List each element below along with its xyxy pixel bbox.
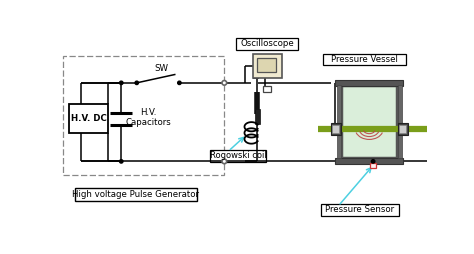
Circle shape xyxy=(222,159,227,164)
Bar xyxy=(236,38,298,50)
Circle shape xyxy=(119,160,123,163)
Bar xyxy=(330,123,341,135)
Circle shape xyxy=(372,160,375,163)
Bar xyxy=(332,125,339,133)
Bar xyxy=(370,163,376,168)
Bar xyxy=(253,54,283,78)
Bar xyxy=(257,58,276,72)
Bar xyxy=(69,104,108,133)
Bar xyxy=(321,204,399,216)
Bar xyxy=(323,54,406,65)
Bar xyxy=(210,150,266,162)
Bar xyxy=(255,109,260,124)
Bar xyxy=(398,85,402,158)
Text: Pressure Sensor: Pressure Sensor xyxy=(325,205,394,214)
Text: H.V.: H.V. xyxy=(140,108,156,117)
Bar xyxy=(335,157,403,164)
Text: Capacitors: Capacitors xyxy=(126,118,171,127)
Bar xyxy=(75,188,197,201)
Text: H.V. DC: H.V. DC xyxy=(71,114,107,123)
Bar xyxy=(263,86,271,92)
Circle shape xyxy=(222,81,227,85)
Text: Oscilloscope: Oscilloscope xyxy=(240,39,294,49)
Text: SW: SW xyxy=(155,65,169,73)
Bar xyxy=(337,85,341,158)
Bar xyxy=(335,80,403,86)
Circle shape xyxy=(119,81,123,85)
Text: High voltage Pulse Generator: High voltage Pulse Generator xyxy=(73,190,200,199)
Bar xyxy=(341,85,397,158)
Bar xyxy=(63,56,224,175)
Circle shape xyxy=(178,81,181,85)
Bar xyxy=(398,123,408,135)
Bar xyxy=(400,125,406,133)
Text: Rogowski coil: Rogowski coil xyxy=(210,151,267,161)
Text: Pressure Vessel: Pressure Vessel xyxy=(331,55,398,64)
Circle shape xyxy=(135,81,138,85)
